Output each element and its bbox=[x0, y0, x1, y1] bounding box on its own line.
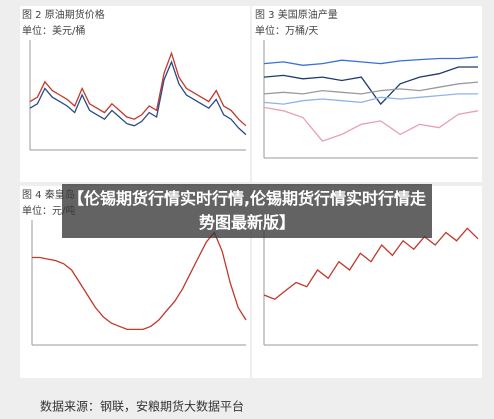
chart-title: 图 2 原油期货价格 bbox=[22, 8, 105, 21]
panel bbox=[252, 6, 482, 182]
chart-title: 图 4 秦皇岛 bbox=[22, 188, 75, 201]
unit-label: 单位：美元/桶 bbox=[22, 24, 85, 37]
unit-label: 单位：万桶/天 bbox=[255, 24, 318, 37]
chart-title: 图 3 美国原油产量 bbox=[255, 8, 338, 21]
series-line bbox=[263, 93, 478, 105]
series-line bbox=[263, 81, 479, 95]
source: 数据来源：钢联，安粮期货大数据平台 bbox=[40, 399, 244, 414]
series-line bbox=[29, 60, 247, 136]
overlay-title: 【伦锡期货行情实时行情,伦锡期货行情实时行情走势图最新版】 bbox=[62, 184, 432, 238]
series-line bbox=[263, 56, 479, 66]
series-line bbox=[263, 66, 478, 106]
series-line bbox=[29, 51, 247, 127]
series-line bbox=[263, 227, 479, 300]
series-line bbox=[263, 106, 479, 142]
